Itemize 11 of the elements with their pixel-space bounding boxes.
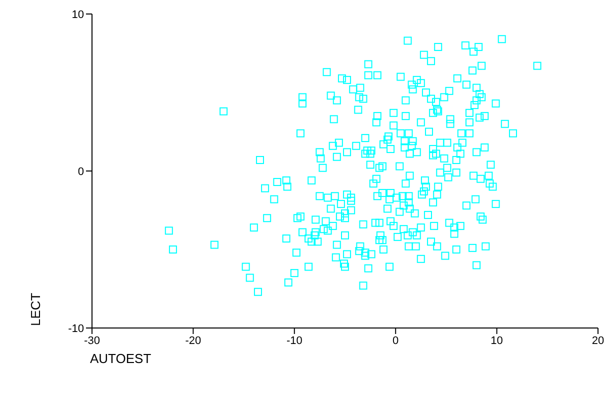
x-tick-label: -10 (286, 334, 302, 347)
x-tick-label: 10 (490, 334, 503, 347)
y-tick-label: 10 (72, 8, 84, 21)
x-tick-label: -20 (185, 334, 202, 347)
y-tick-label: 0 (78, 166, 84, 178)
y-tick-label: -10 (68, 322, 84, 335)
y-axis-title: LECT (28, 292, 43, 326)
x-tick-label: -30 (84, 334, 100, 347)
x-tick-label: 0 (392, 334, 399, 347)
x-tick-label: 20 (592, 334, 604, 347)
x-axis-title: AUTOEST (90, 351, 152, 366)
